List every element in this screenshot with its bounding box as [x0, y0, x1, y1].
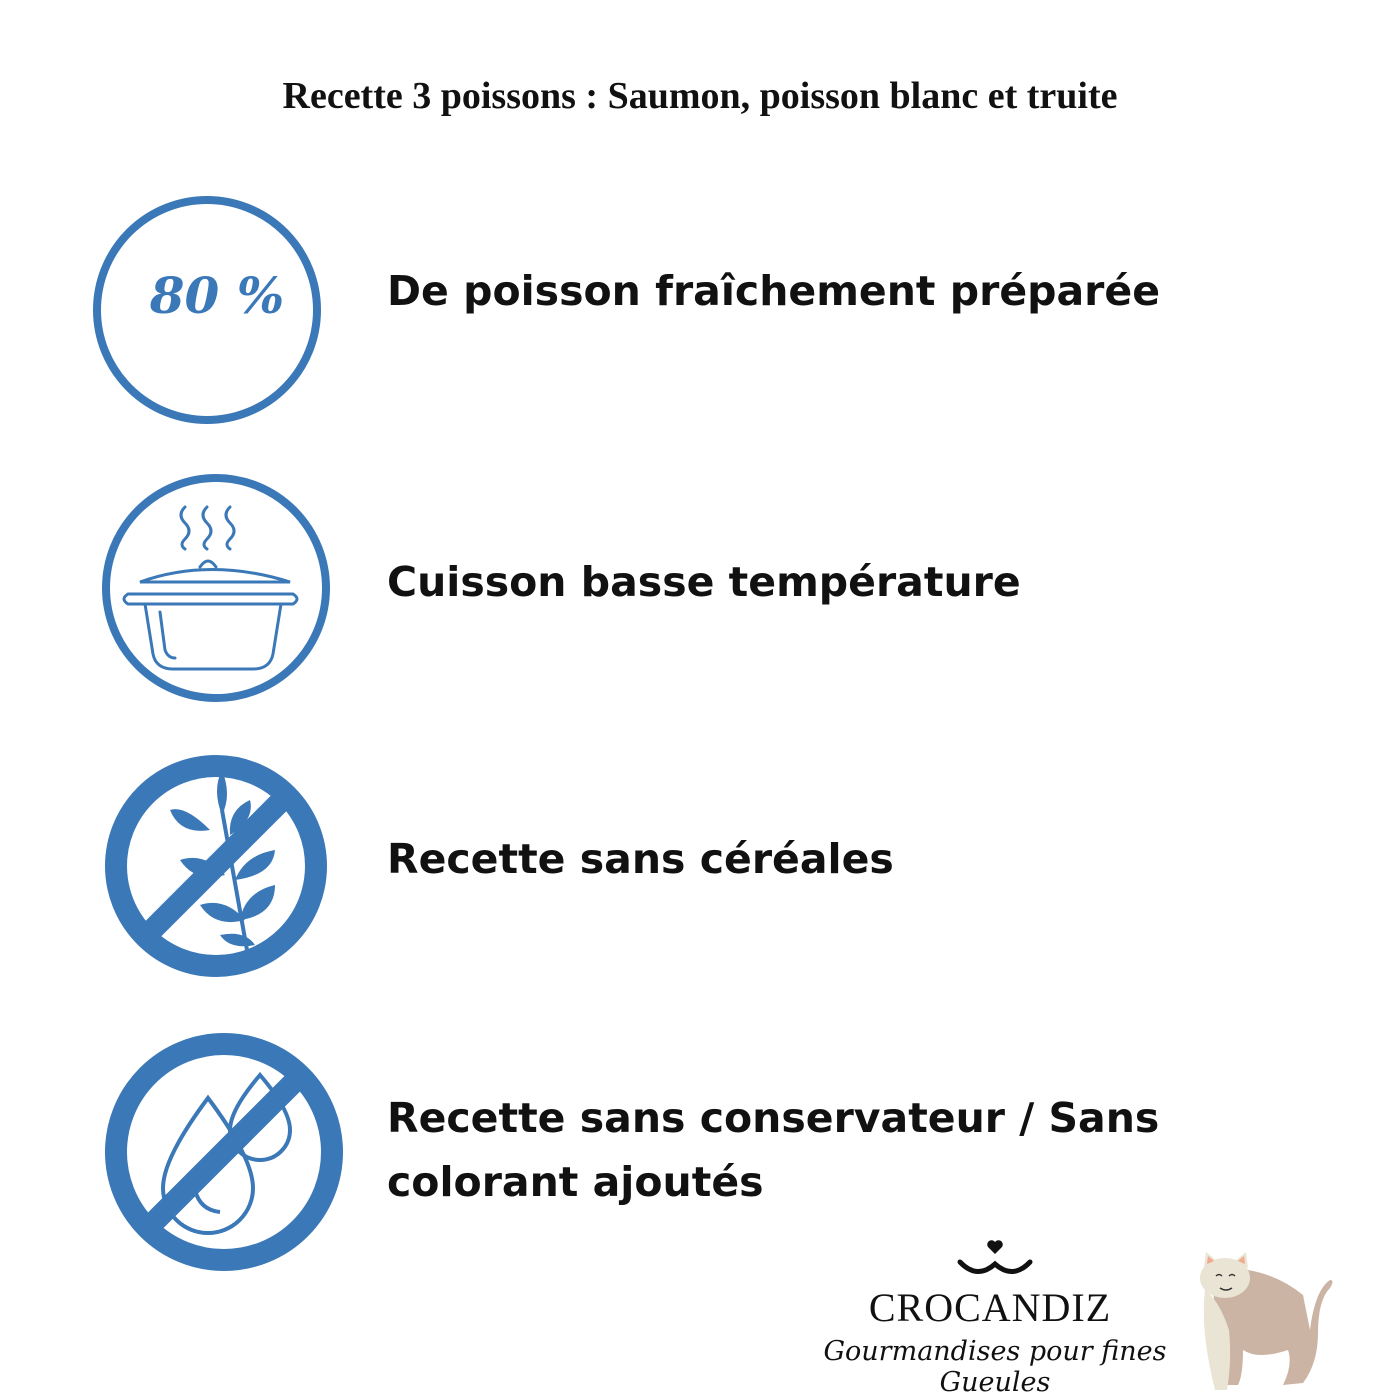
- no-grain-icon: [105, 755, 327, 977]
- brand-name: CROCANDIZ: [868, 1285, 1112, 1330]
- cat-smile-heart-icon: [957, 1240, 1033, 1274]
- cooking-pot-icon: [102, 474, 330, 702]
- badge-text: 80 %: [149, 266, 285, 325]
- brand-tagline: Gourmandises pour fines Gueules: [823, 1336, 1167, 1398]
- feature-label: Recette sans conservateur / Sans coloran…: [387, 1094, 1160, 1206]
- feature-label: Cuisson basse température: [387, 558, 1021, 606]
- no-additives-drops-icon: [105, 1033, 343, 1271]
- page-title: Recette 3 poissons : Saumon, poisson bla…: [282, 75, 1118, 117]
- cat-illustration: [1200, 1252, 1333, 1390]
- percent-badge-icon: 80 %: [93, 196, 321, 424]
- feature-label: Recette sans céréales: [387, 835, 894, 883]
- feature-label: De poisson fraîchement préparée: [387, 267, 1161, 315]
